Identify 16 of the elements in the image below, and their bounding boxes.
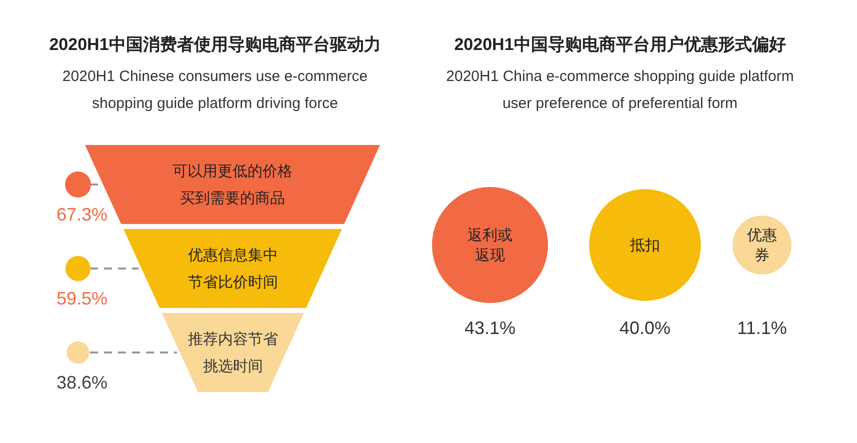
text: 2020H1 China e-commerce shopping guide platform user preference of preferential form [446,68,794,112]
category-label: 优惠券 [747,226,777,264]
text: 2020H1中国导购电商平台用户优惠形式偏好 [454,35,786,54]
category-label: 返利或返现 [468,226,512,264]
data-label: 43.1% [464,318,516,338]
data-label: 67.3% [56,204,108,224]
text: 2020H1中国消费者使用导购电商平台驱动力 [49,35,381,54]
data-label: 59.5% [56,288,108,308]
category-label: 可以用更低的价格买到需要的商品 [172,162,293,206]
category-label: 推荐内容节省挑选时间 [188,330,278,374]
category-label: 优惠信息集中节省比价时间 [188,246,278,290]
data-label: 38.6% [56,372,108,392]
text: 2020H1 Chinese consumers use e-commerce shopping guide platform driving force [62,68,368,112]
data-label: 40.0% [619,318,671,338]
category-label: 抵扣 [629,236,660,254]
data-label: 11.1% [737,318,787,338]
